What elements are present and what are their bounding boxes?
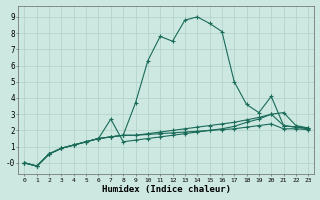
X-axis label: Humidex (Indice chaleur): Humidex (Indice chaleur)	[102, 185, 231, 194]
